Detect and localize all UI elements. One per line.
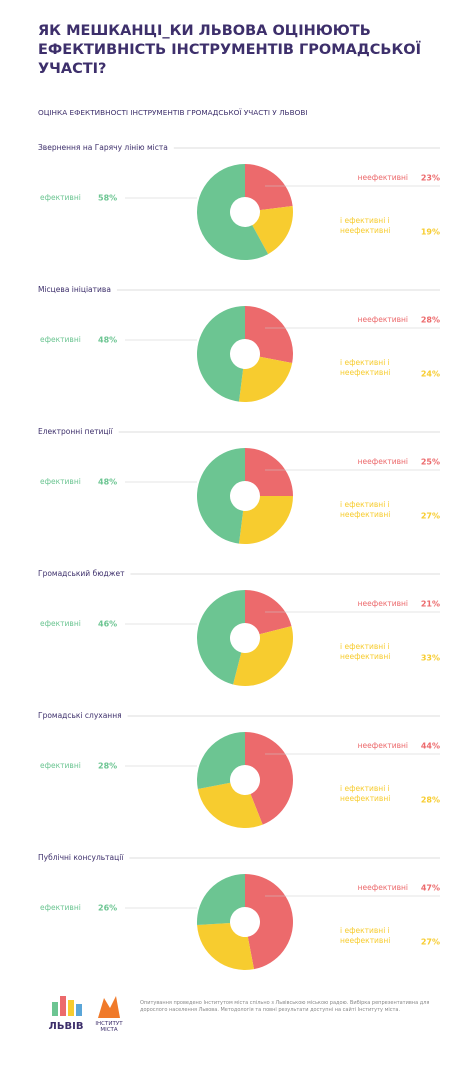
- label: і ефективні і неефективні: [340, 358, 391, 377]
- label: і ефективні і неефективні: [340, 784, 391, 803]
- logo-text: ІНСТИТУТ МІСТА: [95, 1021, 123, 1033]
- logo-institute: [98, 996, 120, 1018]
- value-label: 58%: [98, 194, 117, 203]
- label: ефективні: [40, 335, 81, 344]
- value-label: 27%: [421, 938, 440, 947]
- donut-slice: [197, 164, 269, 260]
- label: неефективні: [358, 315, 408, 324]
- value-label: 28%: [421, 796, 440, 805]
- section-title: Громадський бюджет: [38, 569, 125, 578]
- logo-lviv: [52, 996, 82, 1016]
- donut-slice: [196, 306, 245, 402]
- value-label: 26%: [98, 904, 117, 913]
- section-title: Звернення на Гарячу лінію міста: [38, 143, 168, 152]
- value-label: 25%: [421, 458, 440, 467]
- donut-slice: [197, 922, 254, 970]
- value-label: 23%: [421, 174, 440, 183]
- donut-slice: [238, 356, 293, 402]
- label: і ефективні і неефективні: [340, 642, 391, 661]
- page-title: ЯК МЕШКАНЦІ_КИ ЛЬВОВА ОЦІНЮЮТЬ ЕФЕКТИВНІ…: [38, 23, 422, 77]
- donut-slice: [196, 448, 245, 544]
- section-title: Електронні петиції: [38, 427, 114, 436]
- label: і ефективні і неефективні: [340, 216, 391, 235]
- footnote: Опитування проведено Інститутом міста сп…: [140, 1000, 430, 1013]
- label: ефективні: [40, 903, 81, 912]
- label: неефективні: [358, 599, 408, 608]
- donut-slice: [245, 874, 293, 970]
- section-title: Місцева ініціатива: [38, 285, 111, 294]
- label: ефективні: [40, 193, 81, 202]
- donut-slice: [238, 496, 293, 544]
- label: ефективні: [40, 619, 81, 628]
- value-label: 47%: [421, 884, 440, 893]
- value-label: 28%: [98, 762, 117, 771]
- donut-slice: [197, 590, 245, 685]
- note-box: Опитування проведено Інститутом міста сп…: [140, 1000, 430, 1013]
- donut-slice: [245, 448, 293, 496]
- page-subtitle: ОЦІНКА ЕФЕКТИВНОСТІ ІНСТРУМЕНТІВ ГРОМАДС…: [38, 108, 308, 117]
- donut-slice: [196, 874, 245, 926]
- label: неефективні: [358, 457, 408, 466]
- section-title: Громадські слухання: [38, 711, 122, 720]
- label: неефективні: [358, 741, 408, 750]
- label: і ефективні і неефективні: [340, 500, 391, 519]
- donut-slice: [197, 732, 245, 789]
- donut-slice: [245, 306, 293, 363]
- value-label: 28%: [421, 316, 440, 325]
- donut-slice: [252, 205, 293, 255]
- donut-slice: [197, 782, 263, 828]
- label-box: і ефективні і неефективні: [340, 642, 391, 661]
- logo-text-box: ІНСТИТУТ МІСТА: [95, 1021, 123, 1033]
- label-box: і ефективні і неефективні: [340, 926, 391, 945]
- value-label: 27%: [421, 512, 440, 521]
- logo-text: ЛЬВІВ: [49, 1021, 84, 1032]
- value-label: 33%: [421, 654, 440, 663]
- value-label: 46%: [98, 620, 117, 629]
- value-label: 19%: [421, 228, 440, 237]
- value-label: 48%: [98, 336, 117, 345]
- value-label: 21%: [421, 600, 440, 609]
- donut-slice: [233, 626, 294, 686]
- label-box: і ефективні і неефективні: [340, 216, 391, 235]
- label: неефективні: [358, 883, 408, 892]
- value-label: 24%: [421, 370, 440, 379]
- label-box: і ефективні і неефективні: [340, 500, 391, 519]
- donut-slice: [245, 164, 293, 211]
- label: ефективні: [40, 477, 81, 486]
- value-label: 48%: [98, 478, 117, 487]
- donut-slice: [245, 732, 294, 825]
- label: і ефективні і неефективні: [340, 926, 391, 945]
- label-box: і ефективні і неефективні: [340, 784, 391, 803]
- label: неефективні: [358, 173, 408, 182]
- label-box: і ефективні і неефективні: [340, 358, 391, 377]
- label: ефективні: [40, 761, 81, 770]
- value-label: 44%: [421, 742, 440, 751]
- section-title: Публічні консультації: [38, 853, 124, 862]
